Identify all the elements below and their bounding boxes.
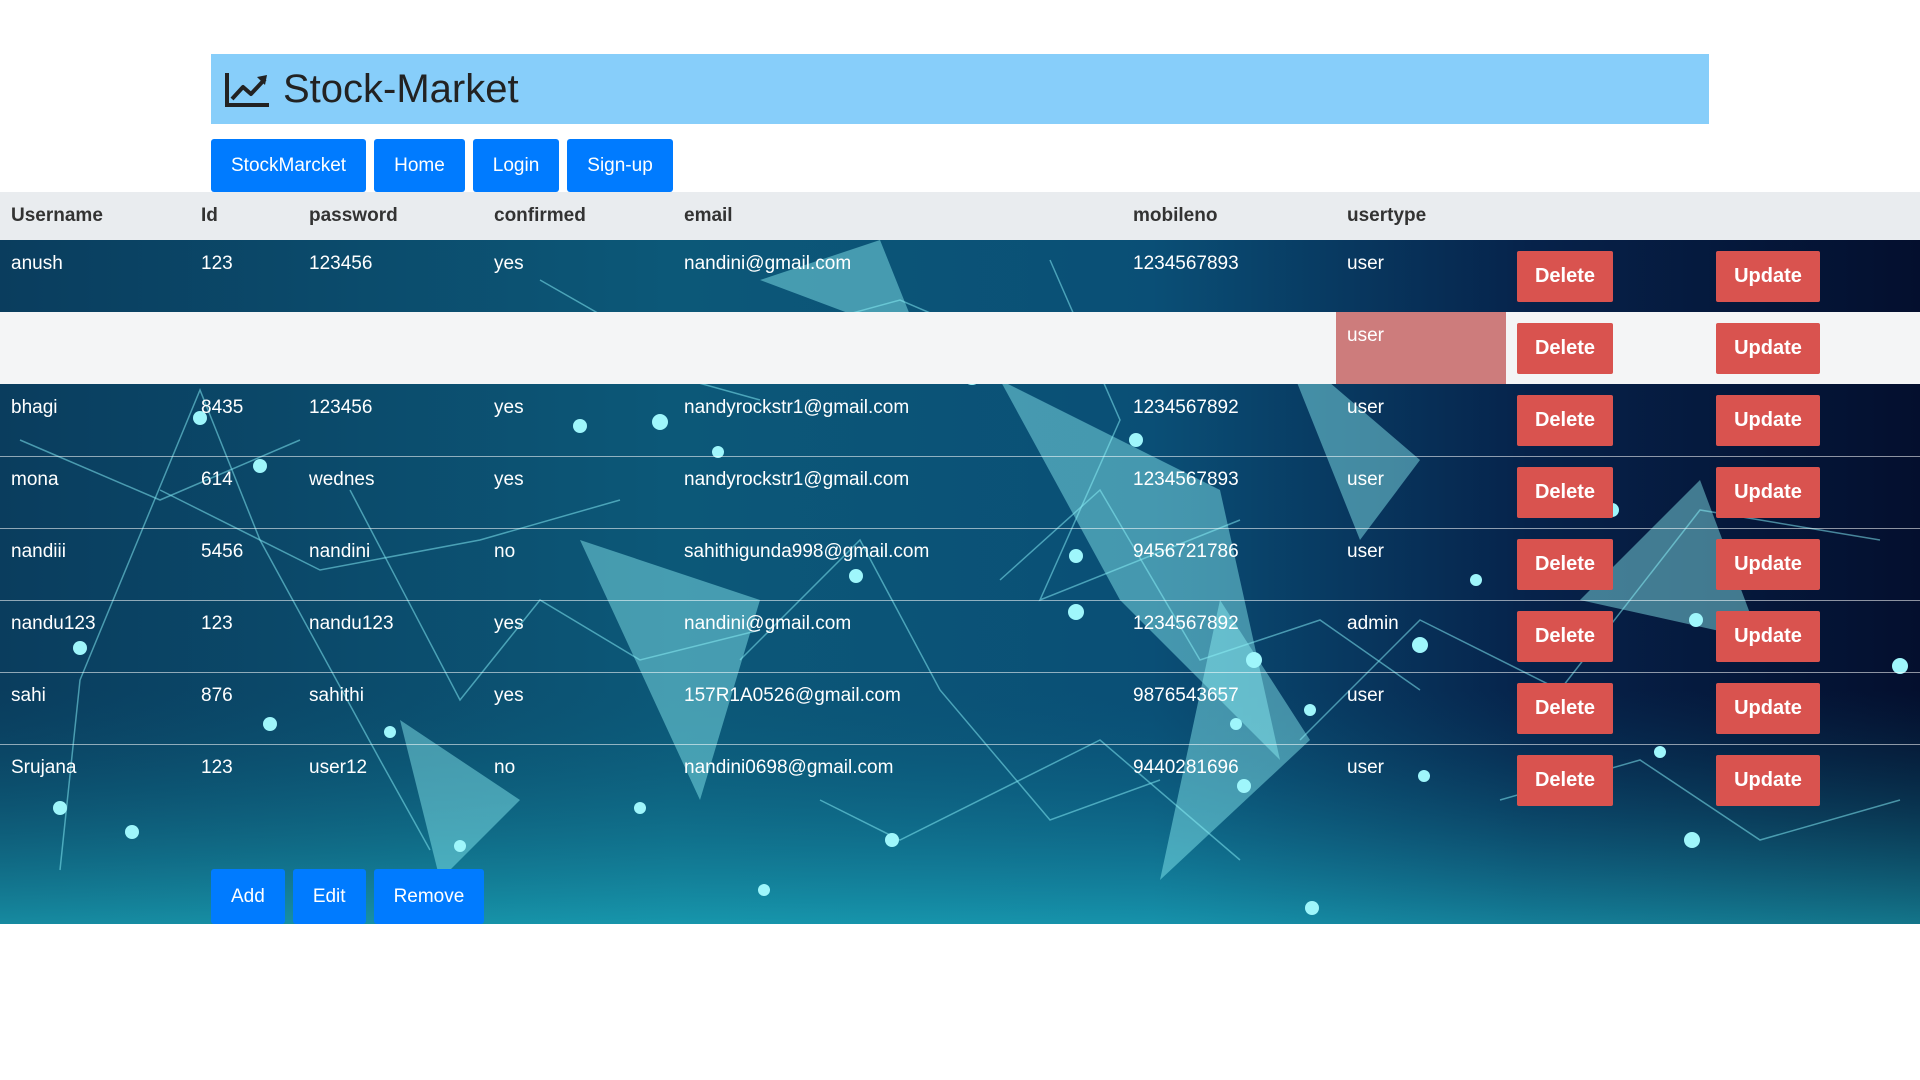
table-row: user Delete Update: [0, 312, 1920, 384]
cell-username: mona: [11, 469, 59, 490]
cell-confirmed: yes: [494, 469, 524, 490]
column-header-id: Id: [201, 205, 218, 226]
cell-usertype: user: [1347, 325, 1384, 346]
site-title: Stock-Market: [283, 66, 519, 111]
cell-usertype: user: [1347, 253, 1384, 274]
delete-button[interactable]: Delete: [1517, 683, 1613, 734]
cell-email: nandini0698@gmail.com: [684, 757, 894, 778]
remove-button[interactable]: Remove: [373, 869, 485, 924]
cell-usertype: admin: [1347, 613, 1399, 634]
cell-mobileno: 1234567893: [1133, 253, 1239, 274]
cell-email: nandyrockstr1@gmail.com: [684, 469, 910, 490]
delete-button[interactable]: Delete: [1517, 467, 1613, 518]
cell-id: 8435: [201, 397, 244, 418]
cell-confirmed: no: [494, 541, 516, 562]
cell-id: 614: [201, 469, 233, 490]
cell-confirmed: yes: [494, 397, 524, 418]
nav-bar: StockMarcket Home Login Sign-up: [211, 139, 673, 192]
cell-id: 123: [201, 613, 233, 634]
chart-line-icon: [225, 73, 269, 107]
table-row: Srujana 123 user12 no nandini0698@gmail.…: [0, 744, 1920, 816]
column-header-email: email: [684, 205, 733, 226]
nav-login-button[interactable]: Login: [472, 139, 560, 192]
cell-mobileno: 1234567892: [1133, 613, 1239, 634]
cell-email: nandyrockstr1@gmail.com: [684, 397, 910, 418]
cell-password: 123456: [309, 253, 373, 274]
delete-button[interactable]: Delete: [1517, 323, 1613, 374]
cell-confirmed: yes: [494, 613, 524, 634]
cell-password: user12: [309, 757, 368, 778]
update-button[interactable]: Update: [1716, 683, 1820, 734]
update-button[interactable]: Update: [1716, 251, 1820, 302]
site-header: Stock-Market: [211, 54, 1709, 124]
cell-usertype: user: [1347, 685, 1384, 706]
table-actions: Add Edit Remove: [211, 869, 485, 924]
cell-username: nandu123: [11, 613, 96, 634]
cell-email: sahithigunda998@gmail.com: [684, 541, 930, 562]
column-header-usertype: usertype: [1347, 205, 1427, 226]
column-header-confirmed: confirmed: [494, 205, 586, 226]
table-row: anush 123 123456 yes nandini@gmail.com 1…: [0, 240, 1920, 313]
cell-email: nandini@gmail.com: [684, 613, 852, 634]
cell-id: 876: [201, 685, 233, 706]
column-header-username: Username: [11, 205, 103, 226]
nav-signup-button[interactable]: Sign-up: [567, 139, 673, 192]
cell-confirmed: yes: [494, 253, 524, 274]
delete-button[interactable]: Delete: [1517, 611, 1613, 662]
cell-usertype: user: [1347, 397, 1384, 418]
cell-email: nandini@gmail.com: [684, 253, 852, 274]
update-button[interactable]: Update: [1716, 755, 1820, 806]
edit-button[interactable]: Edit: [292, 869, 366, 924]
cell-usertype: user: [1347, 469, 1384, 490]
column-header-password: password: [309, 205, 398, 226]
update-button[interactable]: Update: [1716, 467, 1820, 518]
cell-usertype: user: [1347, 541, 1384, 562]
cell-username: nandiii: [11, 541, 66, 562]
table-row: nandu123 123 nandu123 yes nandini@gmail.…: [0, 600, 1920, 673]
cell-mobileno: 9456721786: [1133, 541, 1239, 562]
table-row: bhagi 8435 123456 yes nandyrockstr1@gmai…: [0, 384, 1920, 457]
cell-email: 157R1A0526@gmail.com: [684, 685, 901, 706]
nav-home-button[interactable]: Home: [374, 139, 465, 192]
cell-id: 123: [201, 253, 233, 274]
delete-button[interactable]: Delete: [1517, 395, 1613, 446]
update-button[interactable]: Update: [1716, 539, 1820, 590]
cell-username: bhagi: [11, 397, 58, 418]
cell-username: sahi: [11, 685, 46, 706]
delete-button[interactable]: Delete: [1517, 539, 1613, 590]
table-header: Username Id password confirmed email mob…: [0, 192, 1920, 240]
cell-usertype: user: [1347, 757, 1384, 778]
cell-password: wednes: [309, 469, 375, 490]
cell-password: nandini: [309, 541, 371, 562]
delete-button[interactable]: Delete: [1517, 251, 1613, 302]
cell-password: 123456: [309, 397, 373, 418]
column-header-mobileno: mobileno: [1133, 205, 1218, 226]
table-row: nandiii 5456 nandini no sahithigunda998@…: [0, 528, 1920, 601]
cell-password: sahithi: [309, 685, 364, 706]
cell-confirmed: no: [494, 757, 516, 778]
cell-mobileno: 1234567893: [1133, 469, 1239, 490]
users-table: Username Id password confirmed email mob…: [0, 192, 1920, 924]
table-row: sahi 876 sahithi yes 157R1A0526@gmail.co…: [0, 672, 1920, 745]
nav-stockmarket-button[interactable]: StockMarcket: [211, 139, 367, 192]
update-button[interactable]: Update: [1716, 395, 1820, 446]
cell-mobileno: 9440281696: [1133, 757, 1239, 778]
cell-id: 5456: [201, 541, 244, 562]
cell-mobileno: 1234567892: [1133, 397, 1239, 418]
cell-id: 123: [201, 757, 233, 778]
update-button[interactable]: Update: [1716, 323, 1820, 374]
cell-username: Srujana: [11, 757, 77, 778]
cell-mobileno: 9876543657: [1133, 685, 1239, 706]
delete-button[interactable]: Delete: [1517, 755, 1613, 806]
cell-username: anush: [11, 253, 63, 274]
cell-password: nandu123: [309, 613, 394, 634]
usertype-highlight: user: [1336, 312, 1506, 384]
table-row: mona 614 wednes yes nandyrockstr1@gmail.…: [0, 456, 1920, 529]
update-button[interactable]: Update: [1716, 611, 1820, 662]
add-button[interactable]: Add: [211, 869, 285, 924]
cell-confirmed: yes: [494, 685, 524, 706]
